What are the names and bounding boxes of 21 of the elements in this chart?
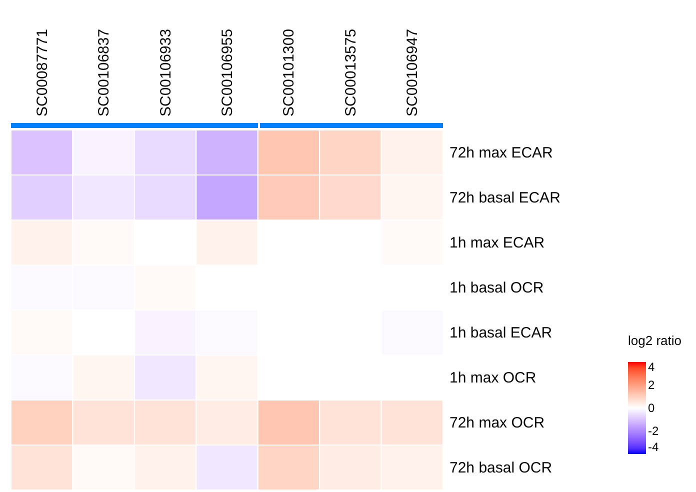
- legend-title: log2 ratio: [628, 333, 682, 348]
- color-bar-label: 2: [648, 378, 655, 392]
- y-tick-label: 1h max OCR: [450, 370, 536, 386]
- y-tick-label: 1h basal ECAR: [450, 324, 552, 342]
- y-tick-label: 72h basal OCR: [450, 460, 552, 476]
- x-tick-label: SC00106947: [404, 28, 422, 116]
- color-bar-label: -2: [648, 424, 659, 438]
- x-tick-label: SC00101300: [280, 28, 298, 116]
- color-bar-label: 0: [648, 401, 655, 415]
- y-tick-label: 72h max OCR: [450, 414, 545, 432]
- x-tick-label: SC00013575: [342, 28, 360, 116]
- y-tick-label: 1h max ECAR: [450, 234, 545, 252]
- x-tick-label: SC00106955: [219, 28, 236, 116]
- x-tick-label: SC00106837: [96, 28, 113, 116]
- x-tick-label: SC00106933: [157, 28, 174, 116]
- y-tick-label: 72h basal ECAR: [450, 190, 561, 206]
- y-tick-label: 72h max ECAR: [450, 144, 554, 162]
- color-bar-label: -4: [648, 440, 659, 454]
- y-tick-label: 1h basal OCR: [450, 280, 544, 296]
- x-tick-label: SC00087771: [34, 28, 51, 116]
- color-bar-label: 4: [648, 360, 655, 374]
